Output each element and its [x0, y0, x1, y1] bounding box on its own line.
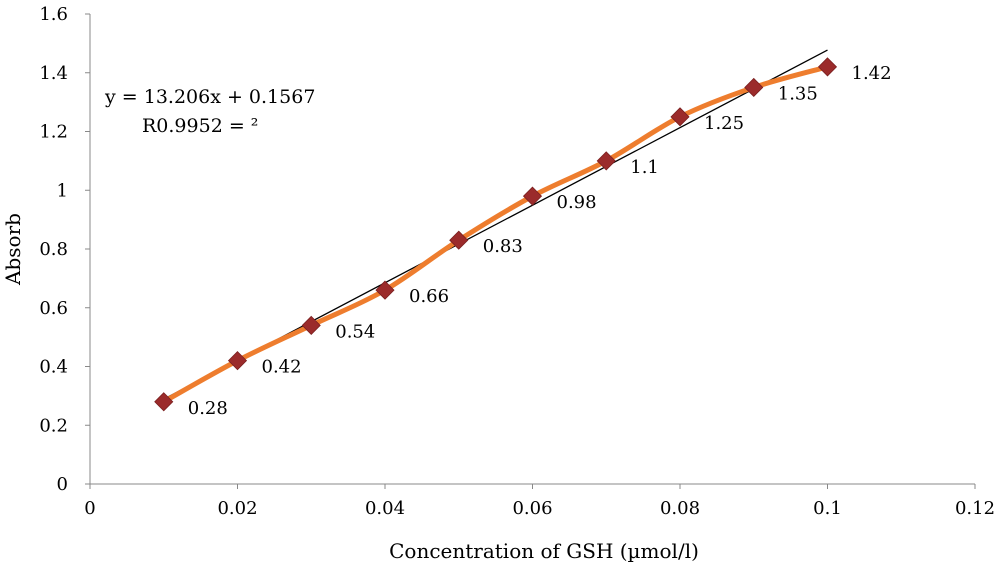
data-point-marker: [301, 315, 321, 335]
y-tick-label: 0.6: [39, 298, 68, 319]
x-tick-label: 0: [84, 498, 95, 519]
data-labels: 0.28 0.42 0.54 0.66 0.83 0.98 1.1 1.25 1.35 1.42: [188, 63, 892, 419]
trendline-equation: y = 13.206x + 0.1567: [104, 86, 315, 108]
data-point-marker: [670, 107, 690, 127]
x-tick-label: 0.1: [813, 498, 842, 519]
data-point-marker: [744, 77, 764, 98]
y-tick-label: 0.4: [39, 357, 68, 378]
data-point-marker: [154, 392, 174, 412]
y-tick-label: 0: [57, 474, 68, 495]
x-tick-label: 0.08: [660, 498, 700, 519]
x-tick-label: 0.02: [217, 498, 257, 519]
y-tick-label: 1.6: [39, 4, 68, 25]
data-label: 0.83: [483, 236, 523, 257]
x-axis-title: Concentration of GSH (µmol/l): [389, 539, 699, 563]
data-point-marker: [817, 57, 838, 77]
x-tick-label: 0.12: [955, 498, 995, 519]
data-label: 0.28: [188, 398, 228, 419]
data-label: 1.1: [630, 157, 659, 178]
data-label: 0.98: [557, 192, 597, 213]
data-point-marker: [375, 280, 395, 300]
series-line: [161, 64, 830, 405]
x-tick-labels: 0 0.02 0.04 0.06 0.08 0.1 0.12: [84, 498, 995, 519]
y-tick-label: 0.8: [39, 239, 68, 260]
y-tick-label: 1: [57, 180, 68, 201]
y-tick-label: 1.2: [39, 122, 68, 143]
data-point-marker: [522, 186, 543, 206]
series-group: [154, 57, 838, 412]
data-label: 0.66: [409, 286, 449, 307]
y-tick-label: 0.2: [39, 415, 68, 436]
y-tick-label: 1.4: [39, 63, 68, 84]
data-label: 1.25: [704, 113, 744, 134]
r-squared-label: R0.9952 = ²: [142, 115, 258, 137]
data-label: 1.42: [852, 63, 892, 84]
y-tick-labels: 0 0.2 0.4 0.6 0.8 1 1.2 1.4 1.6: [39, 4, 68, 495]
data-point-marker: [449, 230, 469, 250]
x-tick-label: 0.04: [365, 498, 405, 519]
data-point-marker: [227, 351, 248, 371]
y-axis-title: Absorb: [1, 213, 25, 286]
data-label: 0.42: [262, 357, 302, 378]
data-label: 1.35: [778, 83, 818, 104]
axes: [85, 13, 976, 489]
data-point-marker: [596, 151, 616, 171]
data-label: 0.54: [335, 321, 375, 342]
x-tick-label: 0.06: [512, 498, 552, 519]
